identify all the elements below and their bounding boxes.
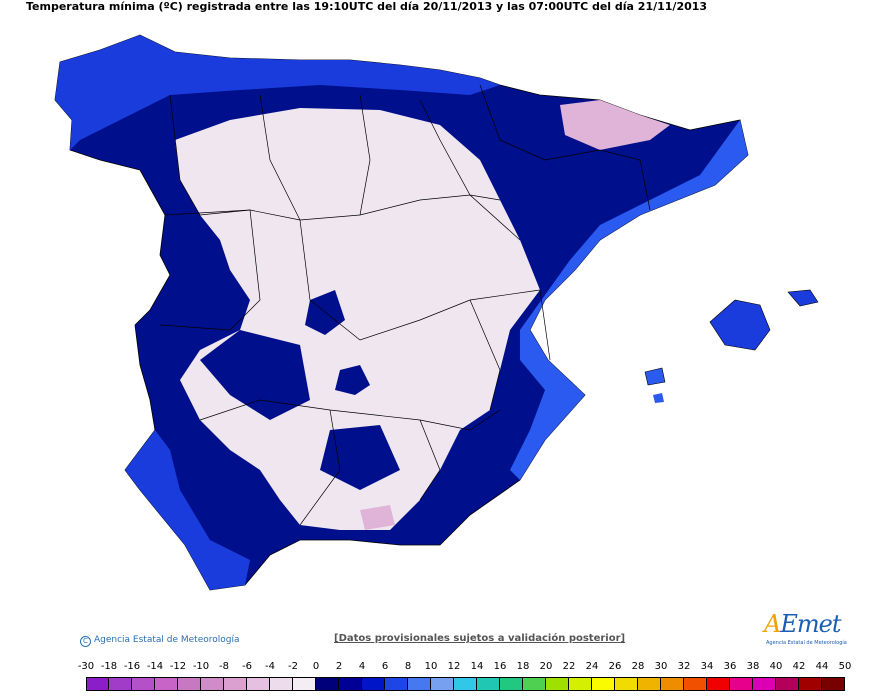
- legend-label: 16: [493, 661, 507, 672]
- legend-swatch: [247, 678, 270, 690]
- legend-label: 0: [312, 661, 320, 672]
- disclaimer-text: [Datos provisionales sujetos a validació…: [334, 633, 626, 644]
- legend-label: 44: [815, 661, 829, 672]
- legend-swatch: [178, 678, 201, 690]
- legend-label: -6: [242, 661, 252, 672]
- legend-swatch: [707, 678, 730, 690]
- legend-label: 26: [608, 661, 622, 672]
- legend-swatch: [385, 678, 408, 690]
- legend-label: 8: [404, 661, 412, 672]
- legend-color-bar: [86, 677, 845, 691]
- legend-swatch: [454, 678, 477, 690]
- formentera-island: [653, 393, 664, 403]
- legend-swatch: [477, 678, 500, 690]
- legend-swatch: [86, 678, 109, 690]
- legend-swatch: [431, 678, 454, 690]
- legend-swatch: [638, 678, 661, 690]
- coastal-band-east: [510, 120, 748, 480]
- logo-subtitle: Agencia Estatal de Meteorología: [766, 640, 847, 646]
- legend-swatch: [132, 678, 155, 690]
- aemet-logo: AEmet Agencia Estatal de Meteorología: [760, 610, 850, 650]
- legend-labels: -30 -18 -16 -14 -12 -10 -8 -6 -4 -2 0 2 4 6 8 10 12 14 16 1…: [0, 661, 870, 675]
- legend-swatch: [730, 678, 753, 690]
- legend-label: 18: [516, 661, 530, 672]
- pyrenees-cold-zone: [560, 100, 670, 150]
- legend-swatch: [523, 678, 546, 690]
- logo-letter-a: A: [764, 610, 781, 638]
- interior-cold-pocket-3: [200, 330, 310, 420]
- map-title: Temperatura mínima (ºC) registrada entre…: [26, 0, 708, 13]
- legend-swatch: [592, 678, 615, 690]
- legend-label: 38: [746, 661, 760, 672]
- legend-swatch: [109, 678, 132, 690]
- ibiza-island: [644, 367, 666, 386]
- coastal-band-north: [55, 35, 500, 150]
- legend-label: 6: [381, 661, 389, 672]
- legend-label: 14: [470, 661, 484, 672]
- legend-label: -4: [265, 661, 275, 672]
- legend-swatch: [776, 678, 799, 690]
- legend-swatch: [569, 678, 592, 690]
- legend-swatch: [753, 678, 776, 690]
- legend-label: -8: [219, 661, 229, 672]
- interior-cold-pocket-1: [335, 365, 370, 395]
- legend-swatch: [684, 678, 707, 690]
- legend-label: 28: [631, 661, 645, 672]
- legend-label: 2: [335, 661, 343, 672]
- legend-label: 36: [723, 661, 737, 672]
- legend-label: 30: [654, 661, 668, 672]
- legend-label: -2: [288, 661, 298, 672]
- mallorca-island: [709, 299, 771, 351]
- legend-swatch: [339, 678, 362, 690]
- legend-swatch: [546, 678, 569, 690]
- legend-label: 32: [677, 661, 691, 672]
- region-borders: [159, 84, 651, 526]
- legend-swatch: [201, 678, 224, 690]
- legend-label: 40: [769, 661, 783, 672]
- legend-swatch: [362, 678, 385, 690]
- coastal-band-south: [125, 430, 250, 590]
- legend-label: 50: [838, 661, 852, 672]
- legend-label: -12: [169, 661, 187, 672]
- copyright-icon: C: [80, 636, 91, 647]
- legend-swatch: [224, 678, 247, 690]
- legend-label: -18: [100, 661, 118, 672]
- legend-label: 24: [585, 661, 599, 672]
- legend-label: -16: [123, 661, 141, 672]
- legend-label: -14: [146, 661, 164, 672]
- legend-label: 34: [700, 661, 714, 672]
- legend-swatch: [316, 678, 339, 690]
- legend-label: 20: [539, 661, 553, 672]
- legend-swatch: [799, 678, 822, 690]
- interior-cold-pocket-2: [305, 290, 345, 335]
- legend-swatch: [615, 678, 638, 690]
- legend-swatch: [270, 678, 293, 690]
- legend-swatch: [661, 678, 684, 690]
- legend-label: 4: [358, 661, 366, 672]
- sierra-nevada-zone: [360, 505, 395, 530]
- legend-swatch: [500, 678, 523, 690]
- legend-label: -30: [77, 661, 95, 672]
- legend-label: 12: [447, 661, 461, 672]
- logo-word: Emet: [780, 610, 841, 638]
- legend-swatch: [293, 678, 316, 690]
- legend-swatch: [408, 678, 431, 690]
- legend-label: 22: [562, 661, 576, 672]
- legend-label: 42: [792, 661, 806, 672]
- legend-label: 10: [424, 661, 438, 672]
- legend-swatch: [822, 678, 845, 690]
- legend-swatch: [155, 678, 178, 690]
- credit-text: Agencia Estatal de Meteorología: [94, 635, 240, 645]
- legend-label: -10: [192, 661, 210, 672]
- credit-line: C Agencia Estatal de Meteorología: [80, 635, 240, 647]
- menorca-island: [787, 289, 819, 307]
- interior-cold-pocket-4: [320, 425, 400, 490]
